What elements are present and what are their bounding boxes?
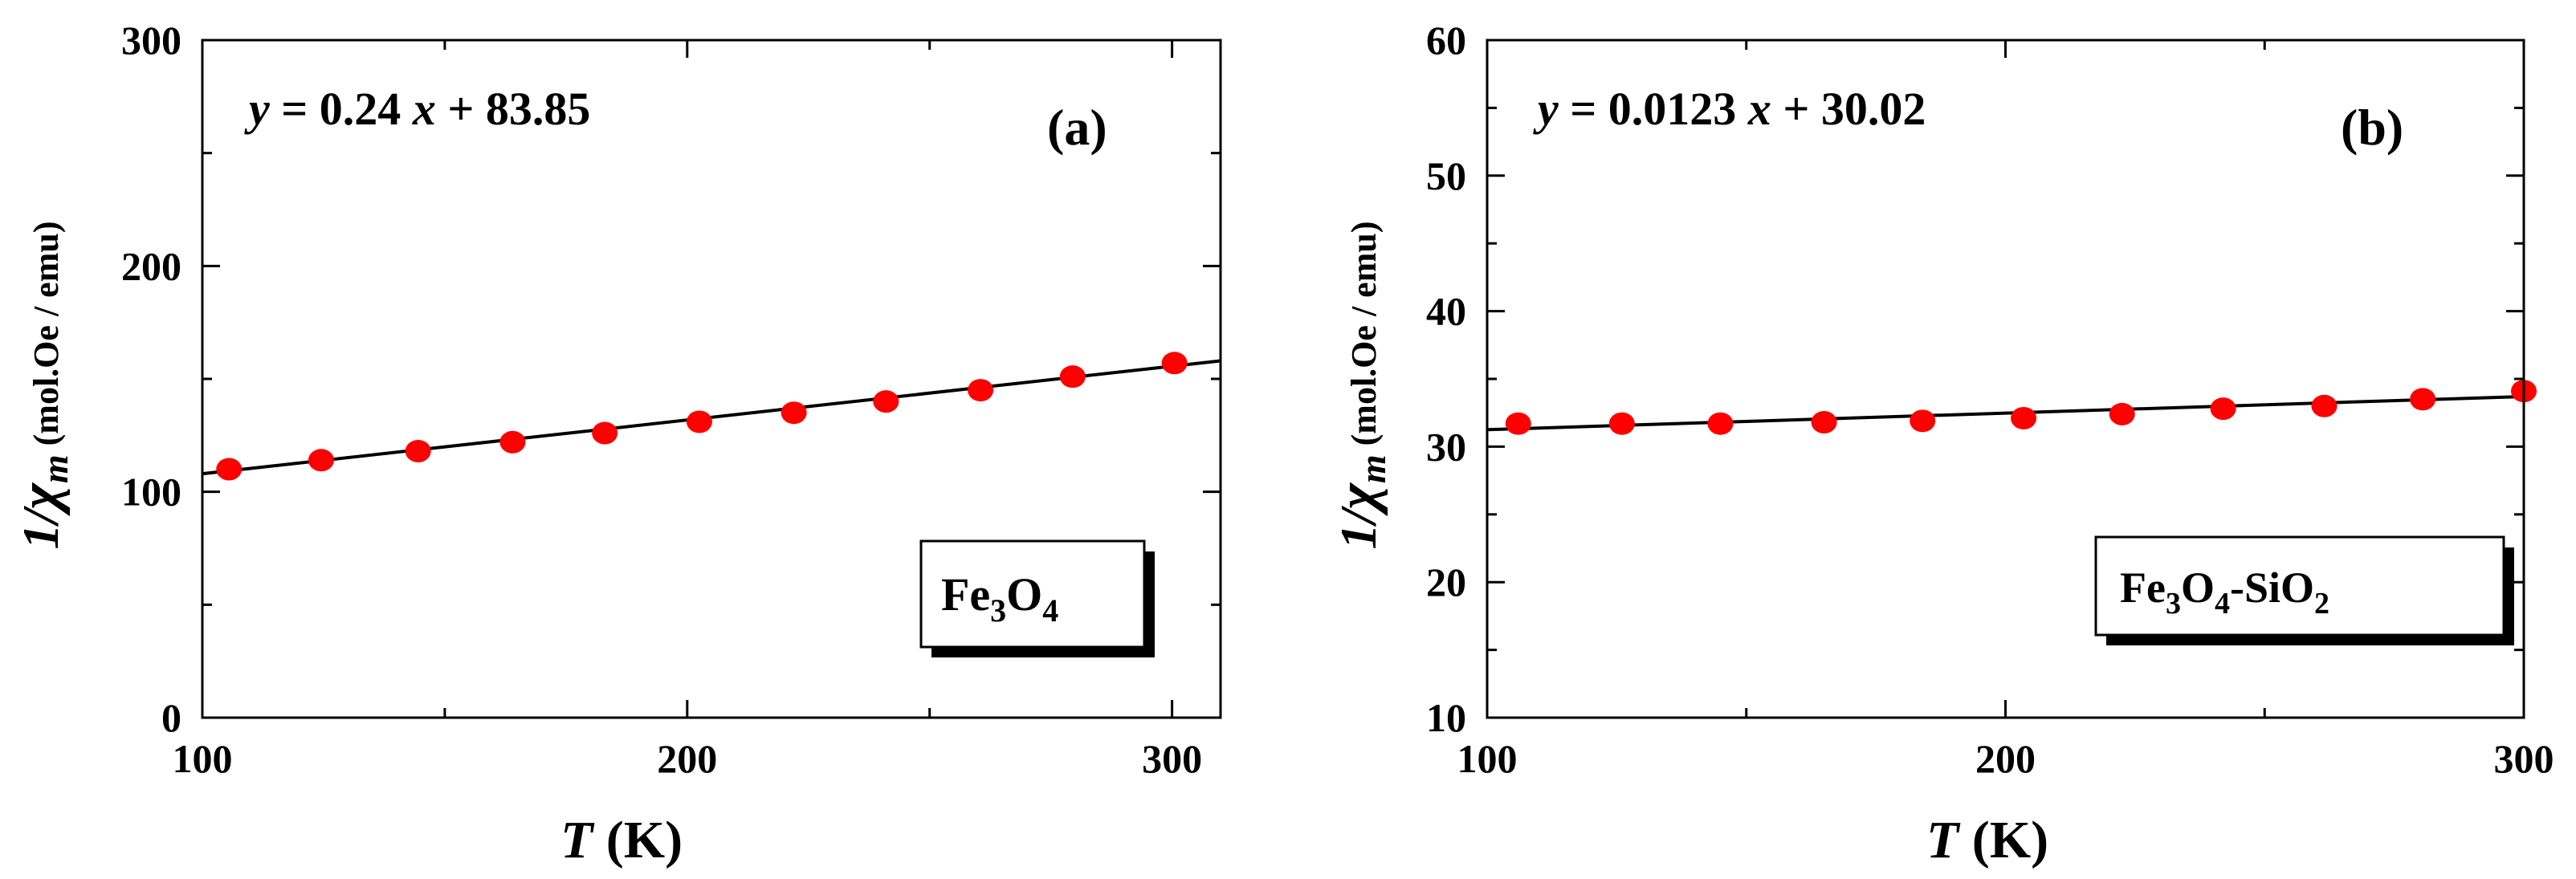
a-x-tick-label: 100 <box>173 736 233 781</box>
a-data-point <box>308 449 334 472</box>
a-sample-label-box <box>919 539 1146 649</box>
b-data-points <box>1505 380 2537 435</box>
a-y-tick-label: 100 <box>121 470 181 515</box>
b-panel-label: (b) <box>2341 99 2403 156</box>
b-data-point <box>1608 412 1635 435</box>
a-data-point <box>968 379 994 402</box>
b-y-tick-label: 20 <box>1426 560 1466 604</box>
a-data-point <box>1161 352 1188 375</box>
b-fit-line <box>1486 394 2525 432</box>
a-data-point <box>405 440 431 463</box>
b-data-point <box>2311 394 2338 417</box>
a-y-tick-label: 300 <box>121 18 181 63</box>
b-plot-frame <box>1486 39 2525 719</box>
b-x-tick-label: 100 <box>1457 736 1518 781</box>
b-equation: y = 0.0123 x + 30.02 <box>1533 83 1926 135</box>
b-data-point <box>2210 397 2236 421</box>
b-x-tick-label: 200 <box>1975 736 2036 781</box>
b-data-point <box>2410 388 2436 411</box>
b-data-point <box>1505 412 1531 435</box>
b-y-axis-label: 1/χm (mol.Oe / emu) <box>1327 222 1393 550</box>
a-equation: y = 0.24 x + 83.85 <box>244 83 590 135</box>
a-x-tick-label: 300 <box>1142 736 1202 781</box>
b-y-tick-label: 30 <box>1426 424 1466 469</box>
a-plot-frame <box>201 39 1222 719</box>
b-y-tick-label: 60 <box>1426 18 1466 63</box>
a-data-point <box>216 458 243 481</box>
b-y-tick-label: 50 <box>1426 153 1466 198</box>
b-x-tick-label: 300 <box>2494 736 2554 781</box>
b-fit-group <box>1486 394 2525 432</box>
a-y-tick-label: 200 <box>121 243 181 288</box>
b-sample-label: Fe3O4-SiO2 <box>2120 564 2329 621</box>
a-data-point <box>873 390 899 413</box>
a-data-point <box>686 410 712 433</box>
b-sample-label-box <box>2094 535 2505 637</box>
a-data-point <box>592 421 618 445</box>
a-y-axis-label: 1/χm (mol.Oe / emu) <box>9 222 75 550</box>
a-fit-line <box>202 359 1221 476</box>
a-data-point <box>499 430 526 454</box>
a-y-tick-label: 0 <box>161 695 181 740</box>
b-tick-labels: 100 200 300 10 20 30 40 50 60 <box>1426 18 2554 781</box>
b-data-point <box>1707 412 1734 435</box>
a-x-axis-label: T (K) <box>560 811 683 869</box>
b-y-tick-label: 10 <box>1426 695 1466 740</box>
a-data-points <box>216 352 1188 481</box>
panel-b: 100 200 300 10 20 30 40 50 60 y = 0.0123 x + 30.… <box>1327 18 2554 869</box>
a-x-tick-label: 200 <box>657 736 717 781</box>
a-panel-label: (a) <box>1047 99 1107 156</box>
b-data-point <box>2011 406 2037 429</box>
a-fit-group <box>202 359 1221 476</box>
a-data-point <box>781 401 807 425</box>
b-data-point <box>2109 402 2135 425</box>
b-data-point <box>1910 409 1936 433</box>
a-data-point <box>1059 365 1086 389</box>
b-data-point <box>1811 411 1837 434</box>
b-y-tick-label: 40 <box>1426 289 1466 334</box>
a-sample-label: Fe3O4 <box>941 568 1058 629</box>
b-x-axis-label: T (K) <box>1926 811 2048 869</box>
